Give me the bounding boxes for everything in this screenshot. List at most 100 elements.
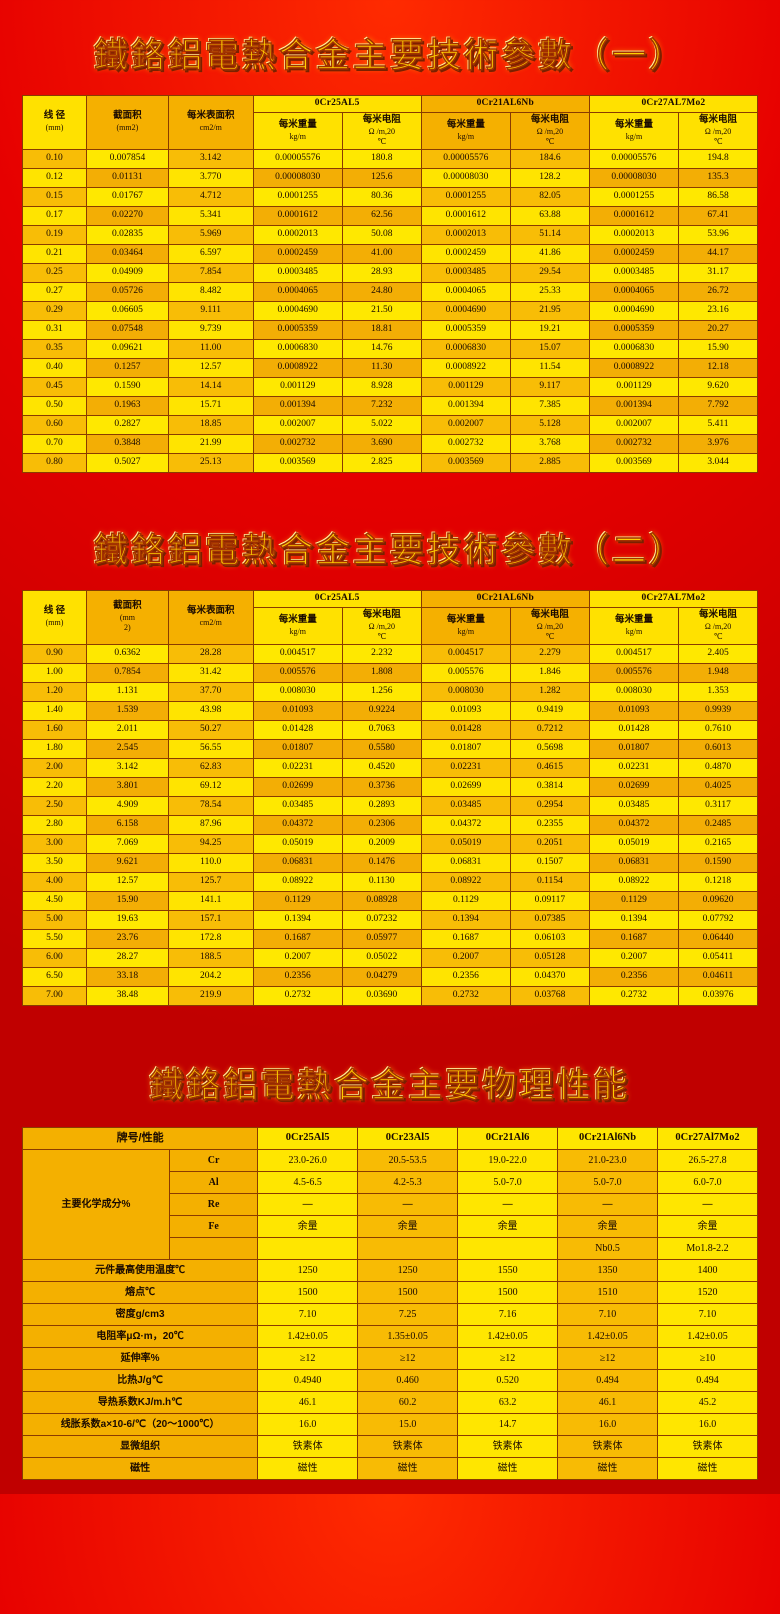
table-cell: 0.02699 [588,776,680,797]
table-cell: 0.2485 [678,814,758,835]
table-cell: 20.27 [678,319,758,340]
table-cell: 0.0005359 [420,319,511,340]
table-cell: 0.001129 [420,376,511,397]
composition-value: 余量 [357,1214,459,1238]
table-cell: 0.002007 [588,414,680,435]
physical-table-wrap: 牌号/性能 0Cr25Al5 0Cr23Al5 0Cr21Al6 0Cr21Al6Nb 0… [0,1126,780,1480]
table-cell: 6.00 [22,947,87,968]
table-cell: 23.16 [678,300,758,321]
table-cell: 0.7610 [678,719,758,740]
composition-value: 余量 [257,1214,359,1238]
table-cell: 0.0004065 [588,281,680,302]
header-weight-3: 每米重量 kg/m [588,606,680,645]
header-resistance-2: 每米电阻 Ω /m,20 ℃ [509,111,590,150]
table-cell: 25.33 [509,281,590,302]
table-cell: 0.2009 [341,833,422,854]
table-cell: 1.948 [678,662,758,683]
table-row: 6.50 33.18 204.2 0.2356 0.04279 0.2356 0.04370… [22,966,758,987]
table-cell: 1.00 [22,662,87,683]
table-cell: 50.08 [341,224,422,245]
page-title-3: 鐵鉻鋁電熱合金主要物理性能 [149,1067,631,1105]
property-value: 46.1 [257,1390,359,1414]
table-cell: 0.25 [22,262,87,283]
property-value: 7.16 [457,1302,559,1326]
table-cell: 0.1476 [341,852,422,873]
table-cell: 11.30 [341,357,422,378]
table-cell: 0.01093 [252,700,343,721]
property-value: 铁素体 [357,1434,459,1458]
table-cell: 0.0008922 [588,357,680,378]
table-cell: 0.04370 [509,966,590,987]
table-cell: 180.8 [341,148,422,169]
table-cell: 0.1218 [678,871,758,892]
table-cell: 3.50 [22,852,87,873]
property-value: ≥12 [557,1346,658,1370]
table-cell: 7.069 [85,833,169,854]
phys-composition-row: 主要化学成分% Cr 23.0-26.0 20.5-53.5 19.0-22.0 21.0… [22,1148,758,1260]
table-cell: 0.9939 [678,700,758,721]
table-cell: 0.03690 [341,985,422,1006]
table-cell: 0.15 [22,186,87,207]
composition-element-label: Al [168,1170,259,1194]
page-title-1: 鐵鉻鋁電熱合金主要技術參數（一） [94,38,686,75]
table-cell: 26.72 [678,281,758,302]
table-cell: 1.256 [341,681,422,702]
table-cell: 2.545 [85,738,169,759]
table-cell: 0.05128 [509,947,590,968]
table-cell: 56.55 [167,738,254,759]
table-cell: 2.011 [85,719,169,740]
composition-value: Mo1.8-2.2 [657,1236,758,1260]
table-cell: 0.02699 [252,776,343,797]
property-label: 熔点℃ [21,1280,259,1304]
table-cell: 0.2355 [509,814,590,835]
table-cell: 0.05022 [341,947,422,968]
spec-table-2-body: 0.90 0.6362 28.28 0.004517 2.232 0.004517 2.27… [22,643,758,1006]
table-row: 4.50 15.90 141.1 0.1129 0.08928 0.1129 0.09117… [22,890,758,911]
table-cell: 80.36 [341,186,422,207]
property-label: 密度g/cm3 [21,1302,259,1326]
table-row: 0.50 0.1963 15.71 0.001394 7.232 0.001394 7.38… [22,395,758,416]
table-cell: 0.45 [22,376,87,397]
composition-value: 余量 [557,1214,658,1238]
table-cell: 31.17 [678,262,758,283]
header-resistance-1: 每米电阻 Ω /m,20 ℃ [341,111,422,150]
table-cell: 3.142 [167,148,254,169]
table-row: 7.00 38.48 219.9 0.2732 0.03690 0.2732 0.03768… [22,985,758,1006]
table-cell: 125.7 [167,871,254,892]
table-cell: 3.801 [85,776,169,797]
table-cell: 1.60 [22,719,87,740]
header-weight-2: 每米重量 kg/m [420,606,511,645]
table-cell: 21.95 [509,300,590,321]
table-cell: 0.01428 [252,719,343,740]
table-cell: 5.341 [167,205,254,226]
table-cell: 0.9419 [509,700,590,721]
table-cell: 0.005576 [252,662,343,683]
table-cell: 0.0008922 [252,357,343,378]
table-cell: 0.2732 [588,985,680,1006]
property-value: ≥12 [257,1346,359,1370]
property-value: 0.494 [557,1368,658,1392]
table-cell: 0.00008030 [252,167,343,188]
table-cell: 0.03976 [678,985,758,1006]
property-value: 63.2 [457,1390,559,1414]
section-gap-1 [0,473,780,499]
property-value: 7.10 [657,1302,758,1326]
table-cell: 2.825 [341,452,422,473]
table-cell: 0.07232 [341,909,422,930]
composition-value: 23.0-26.0 [257,1148,359,1172]
table-cell: 0.04279 [341,966,422,987]
table-cell: 9.117 [509,376,590,397]
table-cell: 0.08922 [588,871,680,892]
table-cell: 0.04372 [252,814,343,835]
header-alloy-1: 0Cr25AL5 [252,589,422,608]
table-cell: 0.3117 [678,795,758,816]
table-row: 0.21 0.03464 6.597 0.0002459 41.00 0.0002459 4… [22,243,758,264]
phys-corner-label: 牌号/性能 [21,1126,259,1150]
table-cell: 0.01131 [85,167,169,188]
table-cell: 0.0001612 [420,205,511,226]
table-row: 1.00 0.7854 31.42 0.005576 1.808 0.005576 1.84… [22,662,758,683]
property-value: 1520 [657,1280,758,1304]
table-cell: 0.1687 [420,928,511,949]
table-cell: 0.4615 [509,757,590,778]
table-cell: 0.2827 [85,414,169,435]
